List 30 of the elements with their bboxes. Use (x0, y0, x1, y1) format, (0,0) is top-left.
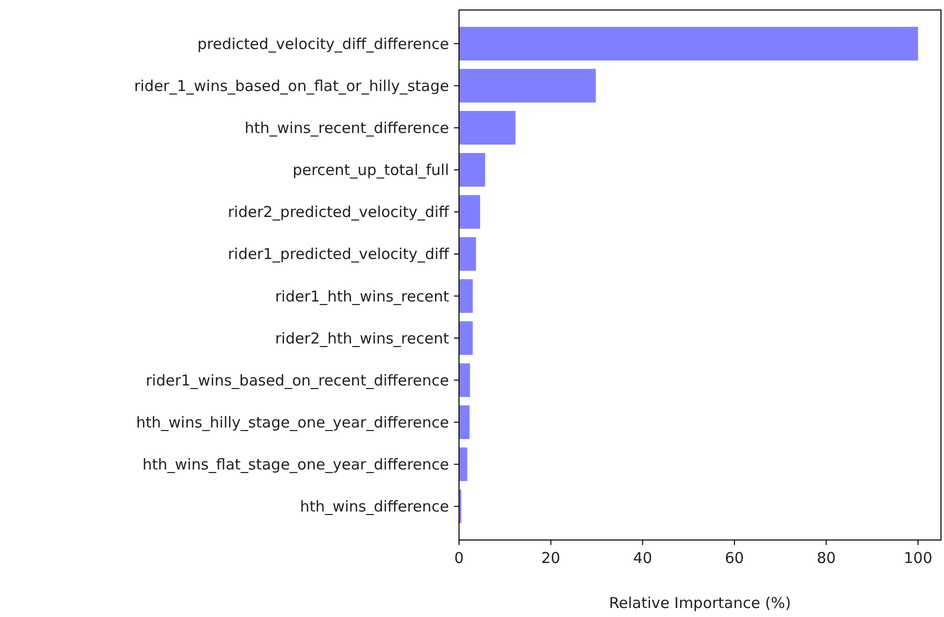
x-tick-label: 100 (904, 549, 932, 567)
x-tick-label: 0 (454, 549, 464, 567)
x-tick-label: 40 (633, 549, 652, 567)
bar (459, 68, 596, 103)
y-tick-label: predicted_velocity_diff_difference (197, 34, 449, 53)
bar (459, 405, 470, 440)
bar (459, 237, 476, 271)
x-tick-label: 60 (724, 549, 744, 567)
y-tick-label: hth_wins_flat_stage_one_year_difference (142, 456, 449, 474)
y-tick-label: rider2_predicted_velocity_diff (228, 203, 450, 222)
bar (459, 26, 918, 60)
y-tick-label: rider1_predicted_velocity_diff (228, 245, 450, 264)
x-tick-label: 80 (816, 549, 836, 567)
y-tick-label: rider2_hth_wins_recent (275, 329, 450, 348)
y-tick-label: hth_wins_difference (300, 498, 449, 516)
y-tick-label: hth_wins_hilly_stage_one_year_difference (136, 413, 449, 432)
bar (459, 110, 516, 145)
y-tick-label: rider1_hth_wins_recent (275, 287, 450, 306)
x-axis-title: Relative Importance (%) (609, 594, 791, 612)
y-tick-label: percent_up_total_full (292, 161, 449, 180)
bar (459, 363, 470, 397)
y-tick-label: hth_wins_recent_difference (244, 119, 449, 138)
y-tick-label: rider1_wins_based_on_recent_difference (146, 371, 449, 390)
y-tick-label: rider_1_wins_based_on_flat_or_hilly_stage (134, 76, 449, 95)
bar (459, 447, 468, 482)
bar (459, 279, 473, 313)
x-tick-label: 20 (541, 549, 560, 567)
bar (459, 195, 480, 229)
bar (459, 153, 486, 187)
bar (459, 321, 473, 355)
